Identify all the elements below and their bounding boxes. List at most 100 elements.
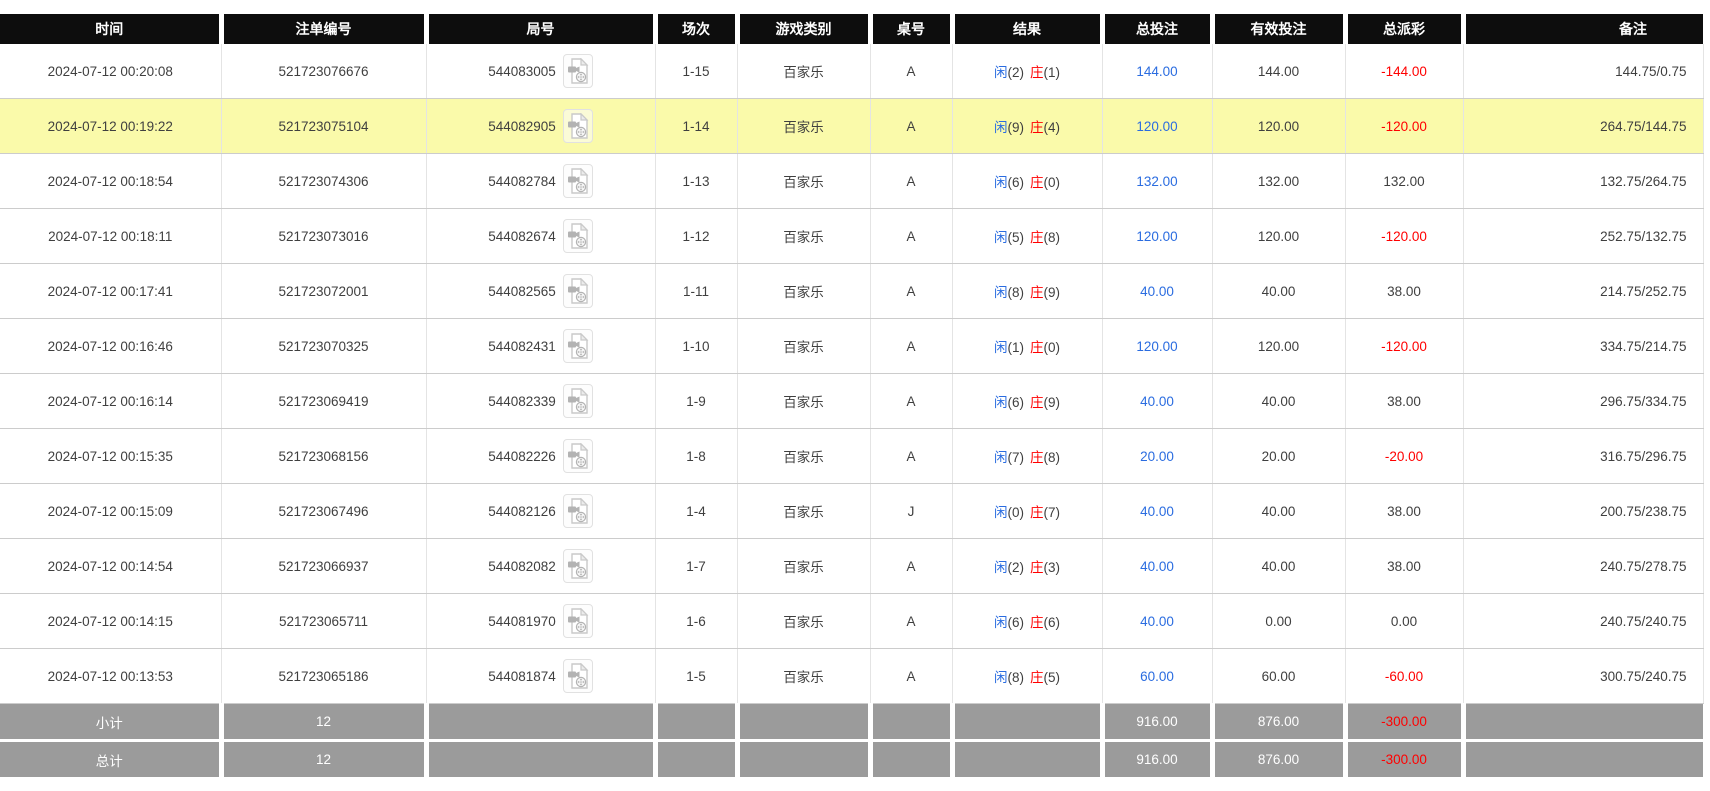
round-video-button[interactable] xyxy=(562,439,593,473)
result-player-score: (7) xyxy=(1007,450,1025,465)
cell-time: 2024-07-12 00:15:09 xyxy=(0,483,221,539)
round-video-button[interactable] xyxy=(562,54,593,88)
cell-session: 1-8 xyxy=(654,428,737,484)
video-replay-icon xyxy=(567,333,589,359)
cell-round-no: 544082431 xyxy=(425,318,655,374)
cell-session: 1-10 xyxy=(654,318,737,374)
round-no-wrap: 544082339 xyxy=(427,384,655,418)
cell-result: 闲(8) 庄(9) xyxy=(951,263,1102,319)
round-video-button[interactable] xyxy=(562,604,593,638)
round-no-value: 544082905 xyxy=(488,118,556,134)
round-no-wrap: 544082784 xyxy=(427,164,655,198)
cell-round-no: 544082126 xyxy=(425,483,655,539)
cell-total-payout: 38.00 xyxy=(1344,263,1463,319)
round-video-button[interactable] xyxy=(562,164,593,198)
table-row: 2024-07-12 00:17:41 521723072001 544082565… xyxy=(0,263,1704,319)
cell-time: 2024-07-12 00:18:11 xyxy=(0,208,221,264)
cell-session: 1-13 xyxy=(654,153,737,209)
footer-empty-result xyxy=(949,739,1102,777)
result-player-score: (8) xyxy=(1007,285,1025,300)
grand-total-label: 总计 xyxy=(0,739,221,777)
result-player-score: (2) xyxy=(1007,65,1025,80)
round-video-button[interactable] xyxy=(562,494,593,528)
round-video-button[interactable] xyxy=(562,384,593,418)
col-header-total-bet: 总投注 xyxy=(1099,14,1212,44)
subtotal-label: 小计 xyxy=(0,703,221,741)
bet-records-table: 时间 注单编号 局号 场次 游戏类别 桌号 结果 总投注 有效投注 总派彩 备注… xyxy=(0,14,1704,777)
result-player-label: 闲 xyxy=(994,285,1008,300)
round-no-wrap: 544082431 xyxy=(427,329,655,363)
cell-order-no: 521723073016 xyxy=(220,208,426,264)
cell-game-type: 百家乐 xyxy=(736,538,870,594)
round-video-button[interactable] xyxy=(562,219,593,253)
cell-game-type: 百家乐 xyxy=(736,208,870,264)
round-no-wrap: 544082905 xyxy=(427,109,655,143)
cell-total-bet: 40.00 xyxy=(1101,373,1212,429)
video-replay-icon xyxy=(567,553,589,579)
cell-remark: 214.75/252.75 xyxy=(1462,263,1704,319)
result-banker-score: (0) xyxy=(1043,340,1061,355)
result-player-label: 闲 xyxy=(994,395,1008,410)
cell-session: 1-12 xyxy=(654,208,737,264)
round-video-button[interactable] xyxy=(562,109,593,143)
cell-session: 1-14 xyxy=(654,98,737,154)
round-video-button[interactable] xyxy=(562,274,593,308)
col-header-valid-bet: 有效投注 xyxy=(1209,14,1345,44)
round-no-value: 544082431 xyxy=(488,338,556,354)
cell-valid-bet: 144.00 xyxy=(1211,44,1345,99)
cell-result: 闲(7) 庄(8) xyxy=(951,428,1102,484)
col-header-order-no: 注单编号 xyxy=(218,14,426,44)
cell-order-no: 521723065711 xyxy=(220,593,426,649)
result-player-label: 闲 xyxy=(994,450,1008,465)
cell-round-no: 544082784 xyxy=(425,153,655,209)
footer-empty-session xyxy=(652,739,737,777)
cell-total-payout: 38.00 xyxy=(1344,538,1463,594)
cell-round-no: 544081970 xyxy=(425,593,655,649)
cell-time: 2024-07-12 00:17:41 xyxy=(0,263,221,319)
cell-total-payout: -120.00 xyxy=(1344,318,1463,374)
footer-empty-remark xyxy=(1460,703,1703,741)
cell-valid-bet: 40.00 xyxy=(1211,483,1345,539)
cell-result: 闲(2) 庄(3) xyxy=(951,538,1102,594)
result-player-score: (5) xyxy=(1007,230,1025,245)
cell-time: 2024-07-12 00:18:54 xyxy=(0,153,221,209)
col-header-round-no: 局号 xyxy=(423,14,655,44)
col-header-remark: 备注 xyxy=(1460,14,1703,44)
cell-valid-bet: 40.00 xyxy=(1211,538,1345,594)
table-row: 2024-07-12 00:18:11 521723073016 544082674… xyxy=(0,208,1704,264)
result-player-label: 闲 xyxy=(994,230,1008,245)
round-video-button[interactable] xyxy=(562,549,593,583)
cell-result: 闲(2) 庄(1) xyxy=(951,44,1102,99)
round-video-button[interactable] xyxy=(562,659,593,693)
result-banker-label: 庄 xyxy=(1030,505,1044,520)
cell-remark: 296.75/334.75 xyxy=(1462,373,1704,429)
round-no-wrap: 544082674 xyxy=(427,219,655,253)
cell-total-payout: 38.00 xyxy=(1344,483,1463,539)
footer-empty-game-type xyxy=(734,739,870,777)
cell-game-type: 百家乐 xyxy=(736,44,870,99)
result-player-score: (6) xyxy=(1007,175,1025,190)
cell-valid-bet: 120.00 xyxy=(1211,98,1345,154)
cell-valid-bet: 40.00 xyxy=(1211,373,1345,429)
result-banker-label: 庄 xyxy=(1030,450,1044,465)
cell-table-no: A xyxy=(869,538,952,594)
footer-empty-session xyxy=(652,703,737,741)
video-replay-icon xyxy=(567,498,589,524)
result-player-score: (2) xyxy=(1007,560,1025,575)
result-player-score: (8) xyxy=(1007,670,1025,685)
cell-game-type: 百家乐 xyxy=(736,98,870,154)
result-banker-label: 庄 xyxy=(1030,560,1044,575)
video-replay-icon xyxy=(567,278,589,304)
cell-table-no: A xyxy=(869,263,952,319)
cell-game-type: 百家乐 xyxy=(736,153,870,209)
footer-empty-round xyxy=(423,703,655,741)
table-row: 2024-07-12 00:15:09 521723067496 544082126… xyxy=(0,483,1704,539)
result-banker-label: 庄 xyxy=(1030,395,1044,410)
round-no-wrap: 544081970 xyxy=(427,604,655,638)
round-video-button[interactable] xyxy=(562,329,593,363)
cell-total-bet: 60.00 xyxy=(1101,648,1212,704)
col-header-total-payout: 总派彩 xyxy=(1342,14,1463,44)
cell-total-bet: 20.00 xyxy=(1101,428,1212,484)
cell-session: 1-5 xyxy=(654,648,737,704)
cell-valid-bet: 40.00 xyxy=(1211,263,1345,319)
